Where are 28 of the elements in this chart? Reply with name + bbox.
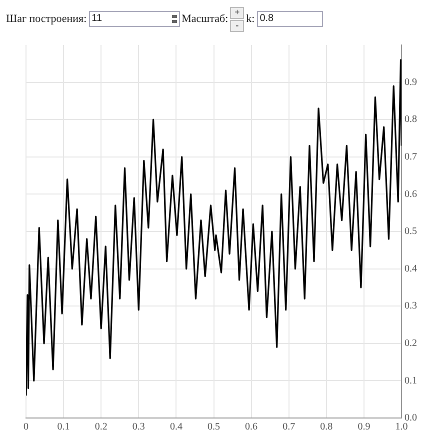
x-tick-label: 0.2 (94, 422, 108, 433)
y-tick-label: 0.0 (404, 412, 417, 424)
x-tick-label: 0.4 (170, 422, 182, 433)
text: Шаг построения: (6, 13, 87, 25)
text: Масштаб: (182, 13, 228, 25)
y-tick-label: 0.8 (404, 114, 417, 126)
y-tick-label: 0.6 (404, 188, 417, 200)
x-tick-label: 0.3 (132, 422, 145, 433)
y-tick-label: 0.4 (404, 263, 417, 274)
x-tick-label: 0.5 (208, 422, 220, 433)
x-tick-label: 0.1 (57, 422, 70, 433)
y-tick-label: 0.7 (404, 152, 417, 163)
x-tick-label: 0.6 (245, 422, 258, 433)
plus-button: + (230, 6, 244, 18)
number-field: 11 (88, 11, 180, 27)
y-tick-label: 0.3 (404, 300, 417, 312)
x-tick-label: 0 (24, 422, 28, 433)
y-tick-label: 0.5 (404, 226, 417, 238)
x-tick-label: 0.9 (358, 422, 370, 433)
y-tick-label: 0.9 (404, 76, 417, 88)
y-tick-label: 0.1 (404, 375, 417, 386)
x-tick-label: 1.0 (395, 422, 408, 433)
x-tick-label: 0.8 (320, 422, 333, 433)
y-tick-label: 0.2 (404, 338, 417, 350)
text-field: 0.8 (256, 11, 323, 27)
x-tick-label: 0.7 (282, 422, 296, 433)
text: k: (246, 13, 255, 25)
minus-button: - (230, 20, 244, 32)
